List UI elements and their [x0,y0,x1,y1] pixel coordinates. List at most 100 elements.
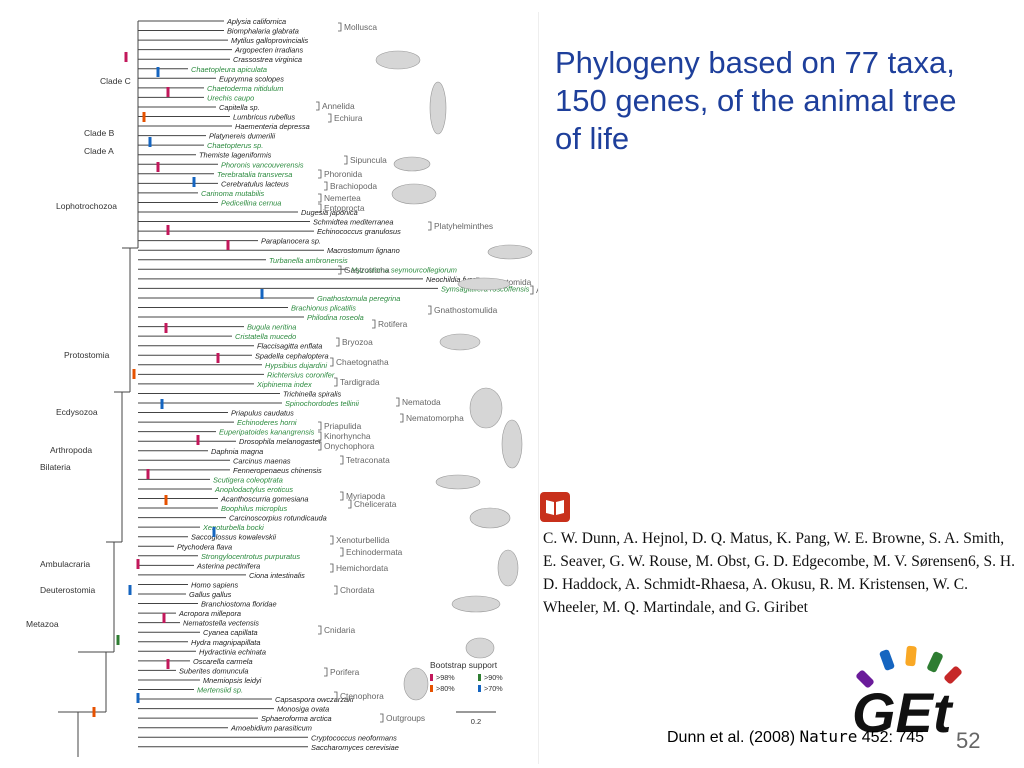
taxon-label: Drosophila melanogaster [239,437,322,446]
animal-illustration [375,50,421,70]
group-bracket [428,305,432,315]
taxon-label: Gnathostomula peregrina [317,294,400,303]
taxon-label: Paraplanocera sp. [261,237,321,246]
group-bracket [340,455,344,465]
group-label: Acoela [536,285,538,295]
group-label: Myriapoda [346,491,385,501]
taxon-label: Flaccisagitta enflata [257,342,322,351]
group-bracket [338,265,342,275]
group-bracket [330,357,334,367]
taxon-label: Spinochordodes tellinii [285,399,359,408]
bootstrap-mark [260,289,264,299]
taxon-label: Myzostoma seymourcollegiorum [351,265,457,274]
group-bracket [340,491,344,501]
bootstrap-mark [136,559,140,569]
group-bracket [372,319,376,329]
group-label: Porifera [330,667,360,677]
bootstrap-mark [128,585,132,595]
taxon-label: Urechis caupo [207,93,254,102]
taxon-label: Carcinus maenas [233,456,291,465]
group-label: Echiura [334,113,363,123]
group-bracket [318,169,322,179]
taxon-label: Mnemiopsis leidyi [203,676,262,685]
legend-title: Bootstrap support [430,660,498,670]
group-label: Sipuncula [350,155,387,165]
taxon-label: Capsaspora owczarzaki [275,695,354,704]
taxon-label: Asterina pectinifera [196,561,260,570]
group-bracket [530,285,534,295]
bootstrap-mark [146,469,150,479]
animal-illustration [469,507,511,529]
taxon-label: Phoronis vancouverensis [221,160,304,169]
taxon-label: Carcinoscorpius rotundicauda [229,514,327,523]
group-bracket [340,547,344,557]
group-label: Nematoda [402,397,441,407]
group-label: Echinodermata [346,547,403,557]
group-bracket [318,193,322,203]
taxon-label: Homo sapiens [191,580,239,589]
group-label: Annelida [322,101,355,111]
group-label: Hemichordata [336,563,388,573]
group-label: Platyhelminthes [434,221,493,231]
citation-volume: 452: 745 [857,729,925,746]
taxon-label: Richtersius coronifer [267,370,335,379]
taxon-label: Pedicellina cernua [221,198,281,207]
taxon-label: Trichinella spiralis [283,389,341,398]
taxon-label: Mertensiid sp. [197,686,243,695]
bootstrap-mark [216,353,220,363]
animal-illustration [465,637,495,659]
group-label: Nematomorpha [406,413,464,423]
bootstrap-mark [132,369,136,379]
group-label: Ctenophora [340,691,384,701]
taxon-label: Euperipatoides kanangrensis [219,428,315,437]
animal-illustration [393,156,431,172]
taxon-label: Boophilus microplus [221,504,287,513]
citation: Dunn et al. (2008) Nature 452: 745 [667,727,924,747]
taxon-label: Mytilus galloprovincialis [231,36,309,45]
taxon-label: Carinoma mutabilis [201,189,265,198]
node-label: Metazoa [26,619,59,629]
taxon-label: Chaetopterus sp. [207,141,263,150]
group-bracket [324,181,328,191]
group-bracket [344,155,348,165]
taxon-label: Cristatella mucedo [235,332,296,341]
taxon-label: Euprymna scolopes [219,74,284,83]
taxon-label: Hydra magnipapillata [191,638,260,647]
bootstrap-mark [160,399,164,409]
taxon-label: Turbanella ambronensis [269,256,348,265]
group-label: Bryozoa [342,337,373,347]
bootstrap-mark [136,693,140,703]
get-logo: GEt [846,640,1010,748]
legend-swatch [478,674,481,681]
taxon-label: Schmidtea mediterranea [313,218,394,227]
group-label: Tetraconata [346,455,390,465]
taxon-label: Argopecten irradians [234,46,304,55]
group-bracket [348,499,352,509]
taxon-label: Gallus gallus [189,590,232,599]
bootstrap-mark [162,613,166,623]
group-bracket [318,441,322,451]
taxon-label: Sphaeroforma arctica [261,714,332,723]
taxon-label: Saccharomyces cerevisiae [311,743,399,752]
taxon-label: Xiphinema index [256,380,312,389]
taxon-label: Biomphalaria glabrata [227,27,299,36]
group-label: Cnidaria [324,625,356,635]
animal-illustration [451,595,501,613]
taxon-label: Daphnia magna [211,447,263,456]
group-label: Mollusca [344,22,377,32]
group-label: Chaetognatha [336,357,389,367]
bootstrap-mark [124,52,128,62]
taxon-label: Dugesia japonica [301,208,358,217]
group-label: Xenoturbellida [336,535,390,545]
taxon-label: Ptychodera flava [177,542,232,551]
scale-label: 0.2 [471,717,481,726]
legend-swatch [430,685,433,692]
animal-illustration [497,549,519,587]
group-bracket [334,377,338,387]
bootstrap-mark [156,162,160,172]
animal-illustration [501,419,523,469]
taxon-label: Cerebratulus lacteus [221,179,289,188]
group-bracket [330,563,334,573]
group-bracket [338,22,342,32]
slide-number: 52 [956,728,981,753]
